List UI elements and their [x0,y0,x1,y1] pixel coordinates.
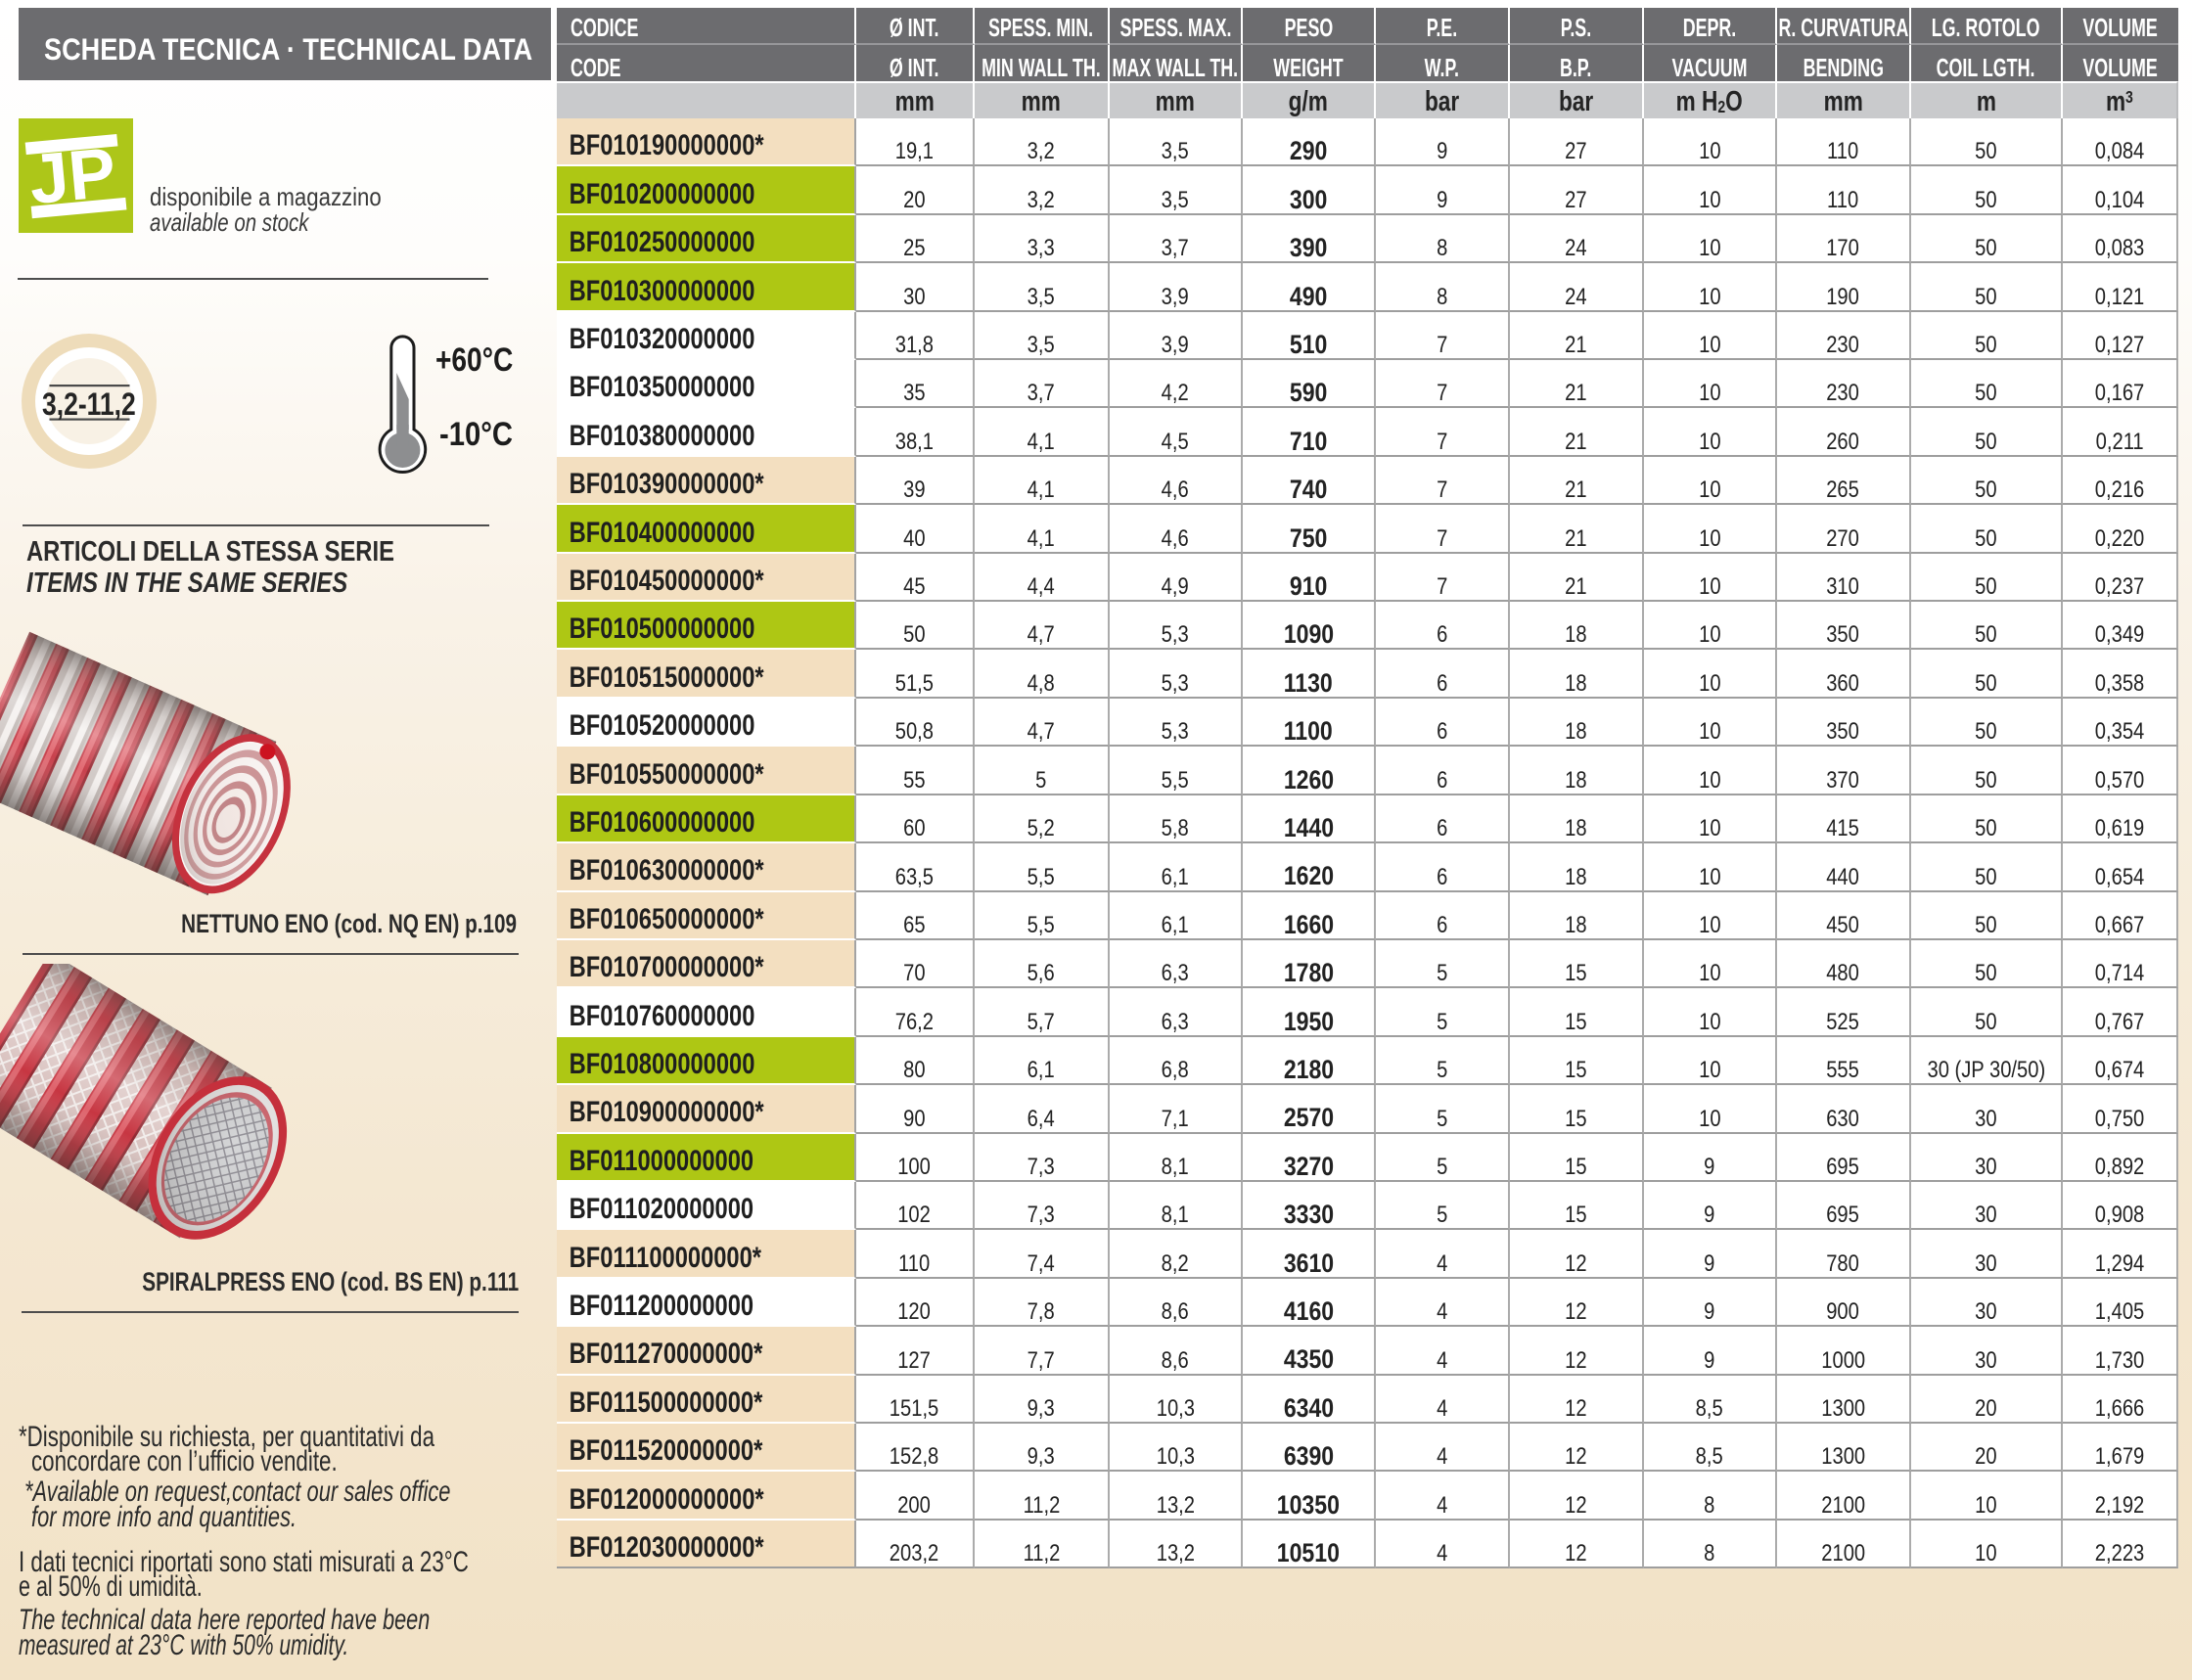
svg-text:JP: JP [26,133,119,219]
